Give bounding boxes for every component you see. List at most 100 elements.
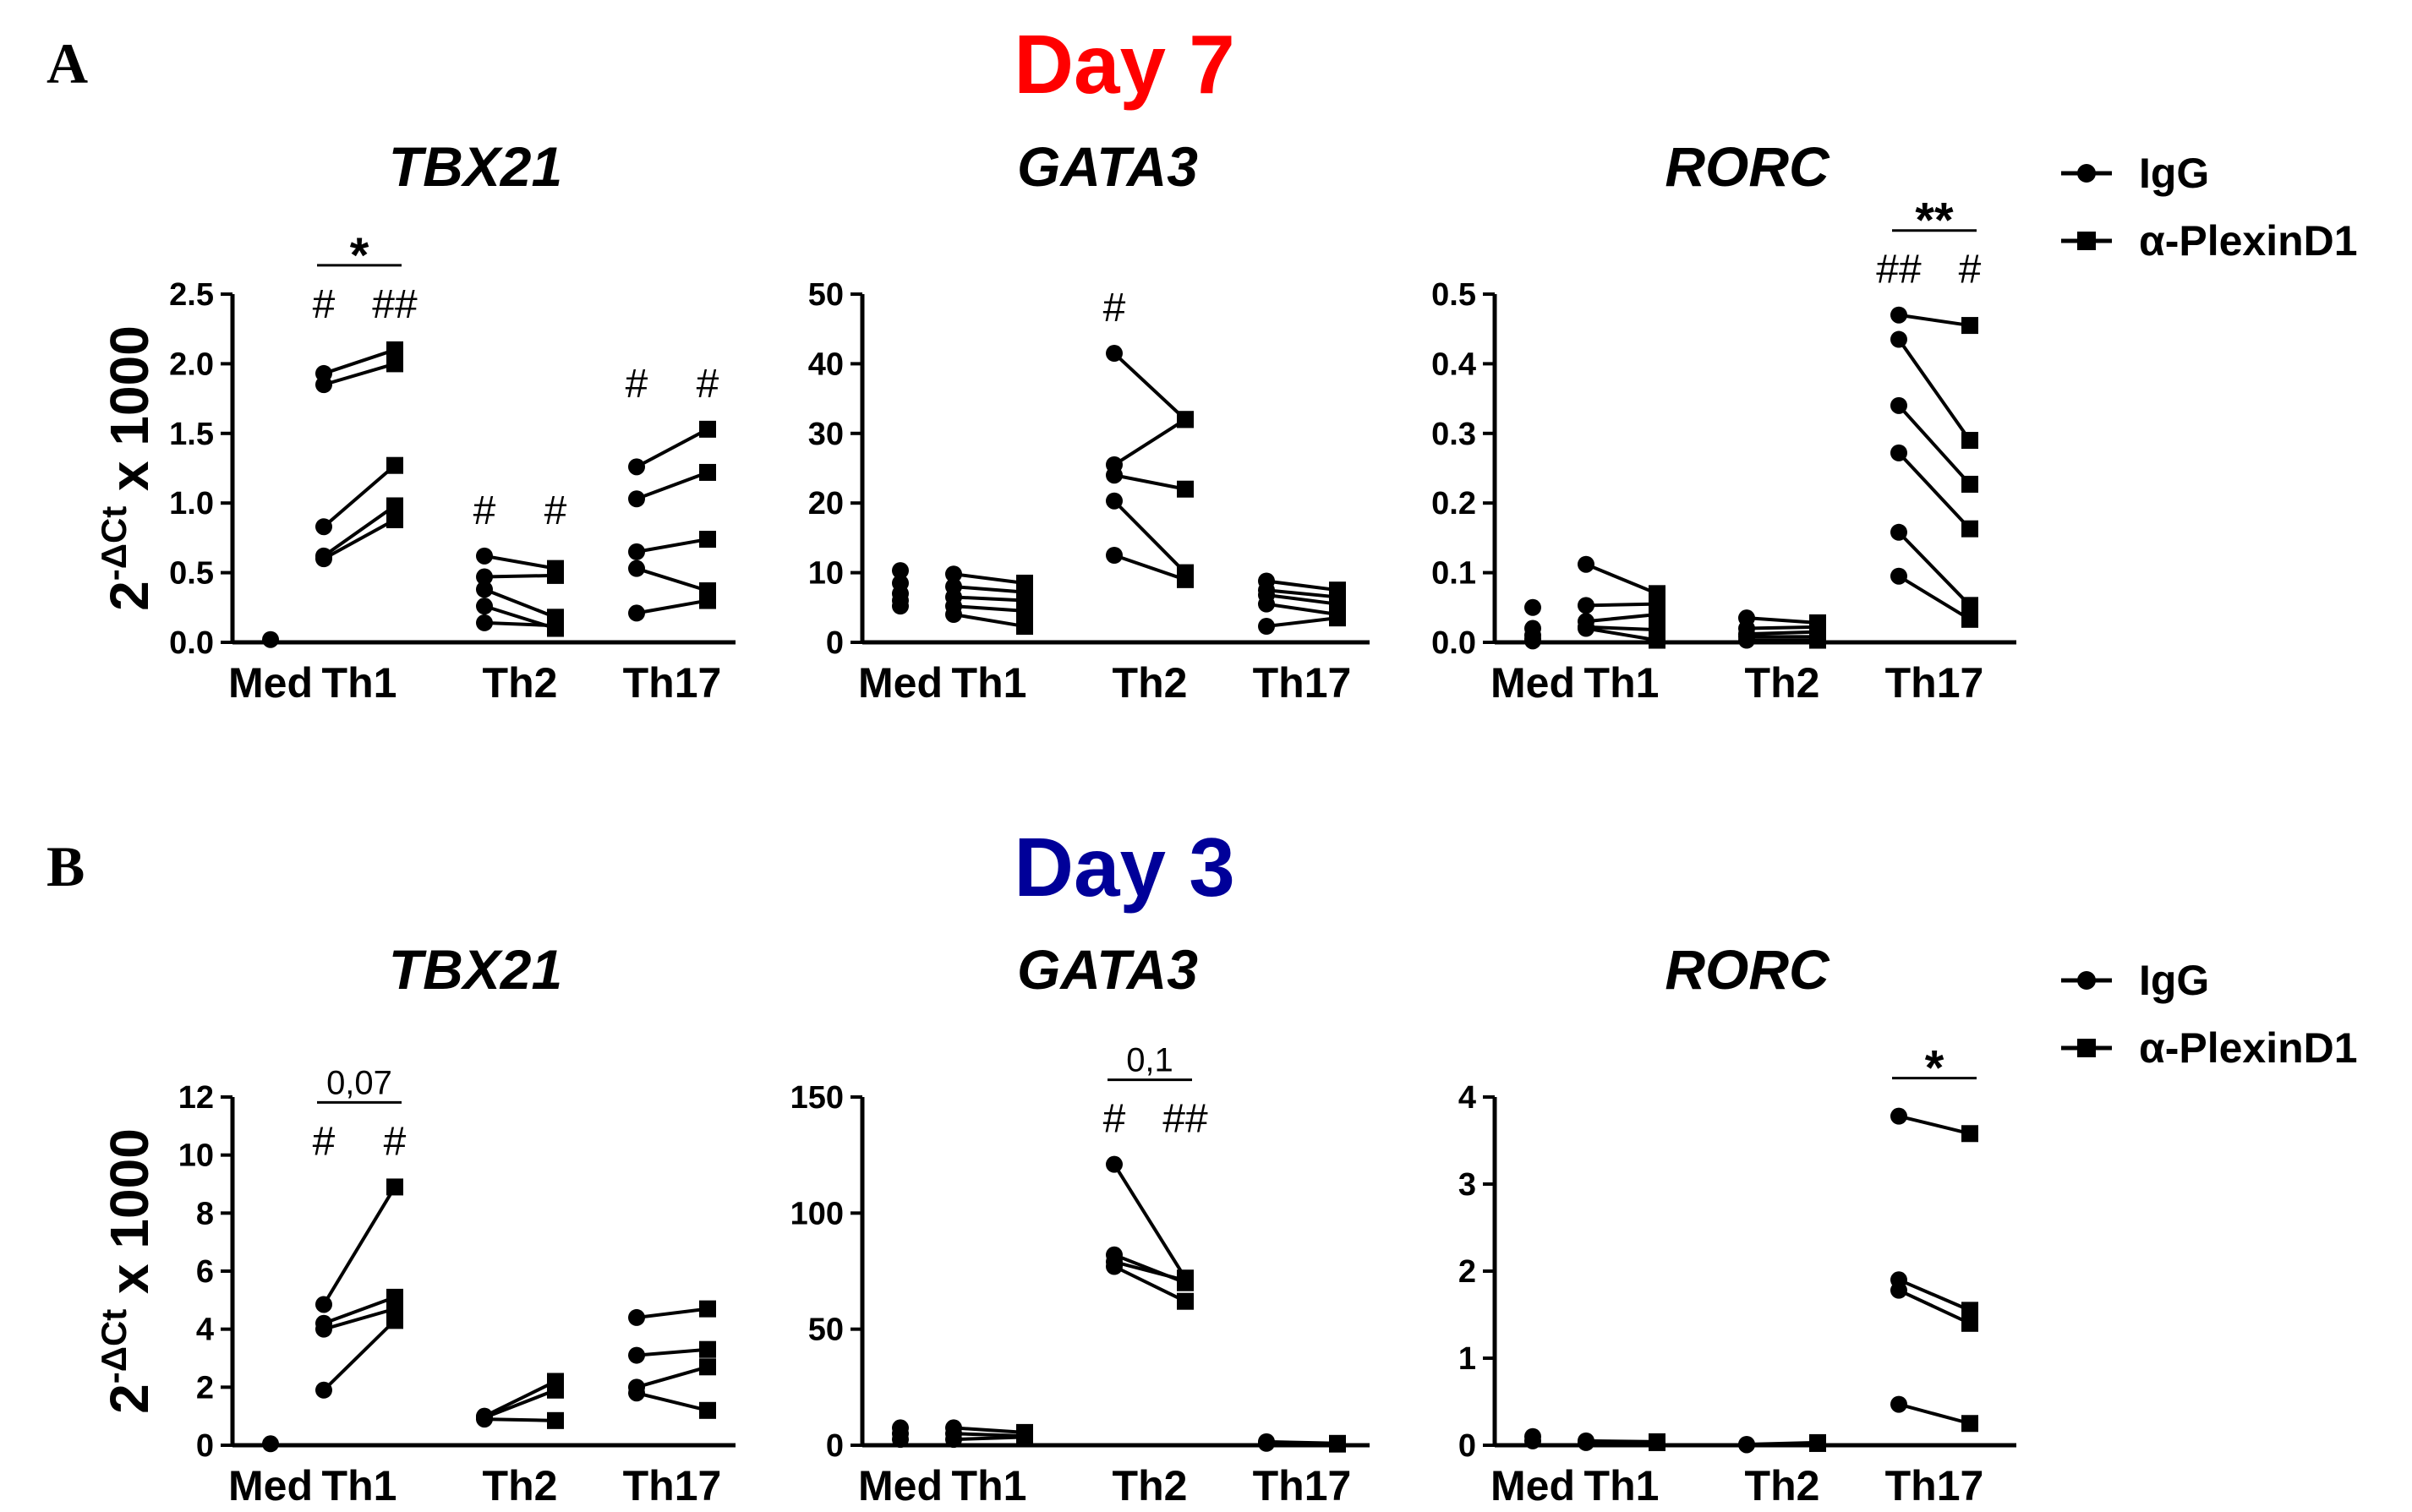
pair-line: [1897, 531, 1972, 607]
chart-title: RORC: [1665, 938, 1830, 1001]
pair-line: [1113, 1264, 1186, 1303]
legend-plexin-marker-icon: [2077, 1039, 2096, 1057]
igg-point: [1106, 492, 1123, 510]
igg-point: [315, 550, 332, 568]
medium-point: [1524, 1432, 1541, 1449]
pair-line: [953, 1426, 1026, 1434]
x-tick-label: Th1: [322, 659, 397, 707]
pair-line: [1266, 602, 1338, 617]
pair-line: [636, 1307, 708, 1319]
y-tick-label: 0.0: [1431, 625, 1476, 661]
medium-point: [892, 598, 909, 615]
chart-title: RORC: [1665, 135, 1830, 198]
y-tick-label: 1: [1458, 1341, 1476, 1377]
pair-line: [1266, 616, 1338, 629]
plexin-point: [1177, 570, 1194, 588]
legend-day7: IgG α-PlexinD1: [2061, 150, 2358, 265]
y-axis-label-exponent: -ΔCt: [94, 506, 134, 581]
plexin-point: [699, 592, 716, 609]
comparison-label: *: [350, 228, 369, 283]
medium-point: [892, 1431, 909, 1449]
y-tick-label: 0.5: [1431, 277, 1476, 313]
plexin-point: [1177, 1292, 1194, 1310]
x-tick-label: Th2: [1745, 659, 1820, 707]
x-tick-label: Th17: [1253, 1462, 1352, 1509]
igg-point: [476, 581, 493, 598]
pair-line: [1585, 626, 1658, 642]
legend-igg-label: IgG: [2139, 150, 2209, 197]
pair-line: [1266, 579, 1338, 592]
legend-igg-marker-icon: [2077, 971, 2096, 990]
comparison-label: *: [1925, 1041, 1944, 1096]
igg-point: [1890, 396, 1907, 414]
x-tick-label: Th17: [1253, 659, 1352, 707]
y-tick-label: 0: [826, 625, 844, 661]
igg-point: [476, 568, 493, 586]
x-tick-label: Med: [1490, 1462, 1575, 1509]
igg-point: [628, 1384, 645, 1402]
pair-line: [953, 595, 1026, 603]
igg-point: [1890, 330, 1907, 348]
plexin-point: [386, 497, 403, 515]
pair-line: [1898, 313, 1971, 328]
x-tick-label: Med: [228, 1462, 313, 1509]
y-tick-label: 100: [790, 1196, 844, 1231]
y-tick-label: 0.5: [169, 556, 214, 592]
plexin-point: [1809, 631, 1826, 649]
x-tick-label: Th17: [623, 659, 722, 707]
plexin-point: [547, 1381, 564, 1399]
x-tick-label: Th2: [483, 659, 558, 707]
y-tick-label: 0.0: [169, 625, 214, 661]
pair-line: [1113, 554, 1186, 581]
pair-line: [484, 573, 556, 579]
chart-0: TBX21 0.0 0.5 1.0 1.5 2.0 2.5 Med Th1 Th2 Th17 2-ΔC…: [94, 135, 736, 707]
y-tick-label: 50: [808, 1313, 844, 1348]
igg-point: [1578, 555, 1594, 573]
igg-point: [1258, 618, 1275, 636]
pair-line: [636, 598, 708, 615]
plexin-point: [699, 531, 716, 549]
plexin-point: [1016, 618, 1033, 636]
pair-line: [1898, 1288, 1971, 1325]
pair-line: [1585, 562, 1658, 596]
pair-line: [484, 587, 556, 620]
panel-label-b: B: [46, 834, 85, 898]
igg-point: [628, 559, 645, 577]
igg-point: [1890, 1395, 1907, 1413]
igg-point: [945, 606, 962, 624]
pair-line: [1898, 1114, 1971, 1136]
pair-line: [1898, 1402, 1971, 1426]
y-tick-label: 10: [178, 1138, 214, 1174]
plexin-point: [547, 1411, 564, 1429]
pair-line: [1897, 338, 1972, 442]
y-tick-label: 1.0: [169, 486, 214, 521]
igg-point: [628, 604, 645, 622]
y-axis-label-base: 2: [99, 581, 160, 611]
pair-line: [953, 613, 1026, 629]
plexin-point: [699, 1358, 716, 1376]
pair-line: [484, 554, 556, 570]
pair-line: [322, 504, 397, 558]
significance-marker: #: [544, 489, 567, 533]
plexin-point: [386, 456, 403, 474]
pair-line: [1746, 1441, 1819, 1447]
comparison-label: 0,1: [1126, 1042, 1173, 1079]
pair-line: [636, 1347, 708, 1357]
plexin-point: [699, 463, 716, 481]
pair-line: [323, 348, 396, 375]
plexin-point: [547, 617, 564, 635]
x-tick-label: Th1: [952, 1462, 1027, 1509]
igg-point: [1106, 345, 1123, 363]
medium-point: [1524, 632, 1541, 650]
pair-line: [1266, 588, 1338, 599]
y-tick-label: 20: [808, 486, 844, 521]
chart-1: GATA3 0 10 20 30 40 50 Med Th1 Th2 Th17 #: [808, 135, 1370, 707]
pair-line: [953, 585, 1026, 594]
plexin-point: [1649, 1433, 1665, 1451]
pair-line: [322, 1186, 397, 1306]
y-axis-label-suffix: x 1000: [99, 1128, 160, 1309]
chart-title: GATA3: [1017, 938, 1198, 1001]
